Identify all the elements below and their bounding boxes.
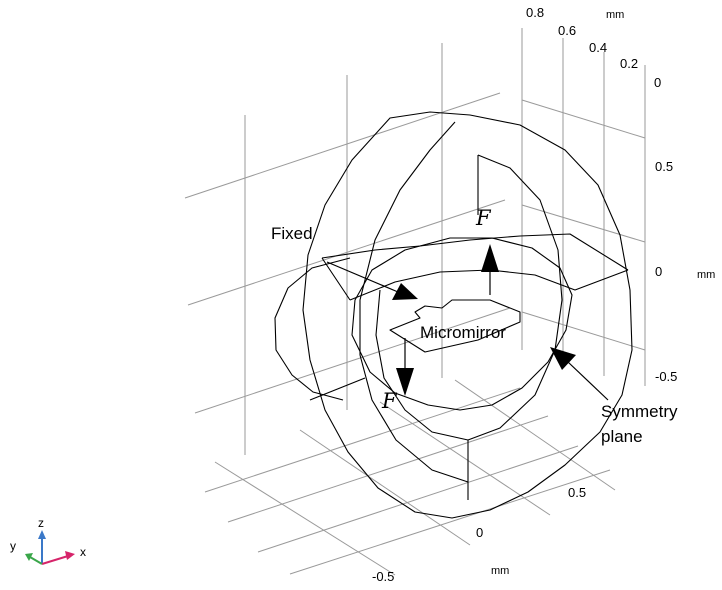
left-bottom-edge (309, 377, 366, 401)
fixed-annotation: Fixed (271, 224, 418, 300)
force-annotations: F F (381, 206, 499, 413)
right-tick-label: 0.5 (655, 159, 673, 174)
triad-z-label: z (38, 516, 44, 530)
plane-band-edge (321, 257, 351, 301)
outer-sphere-outline (302, 111, 633, 519)
bottom-tick-label: -0.5 (372, 569, 394, 584)
fixed-label: Fixed (271, 224, 313, 243)
force-bottom-label: F (381, 389, 398, 413)
plane-band-top (321, 233, 629, 271)
micromirror-plate (389, 299, 521, 353)
right-tick-label: 0 (655, 264, 662, 279)
symmetry-leader-line (567, 361, 609, 401)
inner-ring (351, 237, 573, 411)
symmetry-annotation: Symmetry plane (550, 347, 678, 446)
plane-band-bottom (349, 269, 629, 301)
z-tick-label: 0.4 (589, 40, 607, 55)
force-top-label: F (475, 206, 492, 230)
fixed-leader-line (326, 261, 399, 293)
coordinate-triad: z x y (10, 516, 86, 565)
bottom-tick-label: 0 (476, 525, 483, 540)
x-arrowhead-icon (65, 551, 75, 560)
micromirror-label: Micromirror (420, 323, 506, 342)
y-arrowhead-icon (25, 553, 33, 561)
triad-y-label: y (10, 539, 16, 553)
z-tick-label: 0 (654, 75, 661, 90)
z-axis-ticks: 0.8 0.6 0.4 0.2 0 mm (526, 5, 661, 90)
triad-x-label: x (80, 545, 86, 559)
right-meridian (375, 154, 563, 441)
y-axis-arrow (29, 556, 43, 565)
right-tick-label: -0.5 (655, 369, 677, 384)
symmetry-label-line2: plane (601, 427, 643, 446)
z-arrowhead-icon (38, 530, 46, 539)
z-tick-label: 0.2 (620, 56, 638, 71)
z-tick-label: 0.8 (526, 5, 544, 20)
background-grid (184, 28, 646, 576)
model-geometry (274, 111, 633, 519)
z-tick-label: 0.6 (558, 23, 576, 38)
z-axis-unit: mm (606, 9, 624, 21)
left-lobe (274, 257, 351, 401)
bottom-axis-unit: mm (491, 565, 509, 577)
left-meridian (359, 121, 469, 483)
symmetry-label-line1: Symmetry (601, 402, 678, 421)
symmetry-arrowhead-icon (550, 347, 576, 370)
right-axis-ticks: 0.5 0 -0.5 mm (655, 159, 715, 384)
force-up-arrowhead-icon (481, 244, 499, 272)
fixed-arrowhead-icon (392, 283, 418, 300)
x-axis-arrow (41, 555, 69, 565)
right-axis-unit: mm (697, 269, 715, 281)
bottom-axis-ticks: 0.5 0 -0.5 mm (372, 485, 586, 584)
bottom-tick-label: 0.5 (568, 485, 586, 500)
force-down-arrowhead-icon (396, 368, 414, 396)
